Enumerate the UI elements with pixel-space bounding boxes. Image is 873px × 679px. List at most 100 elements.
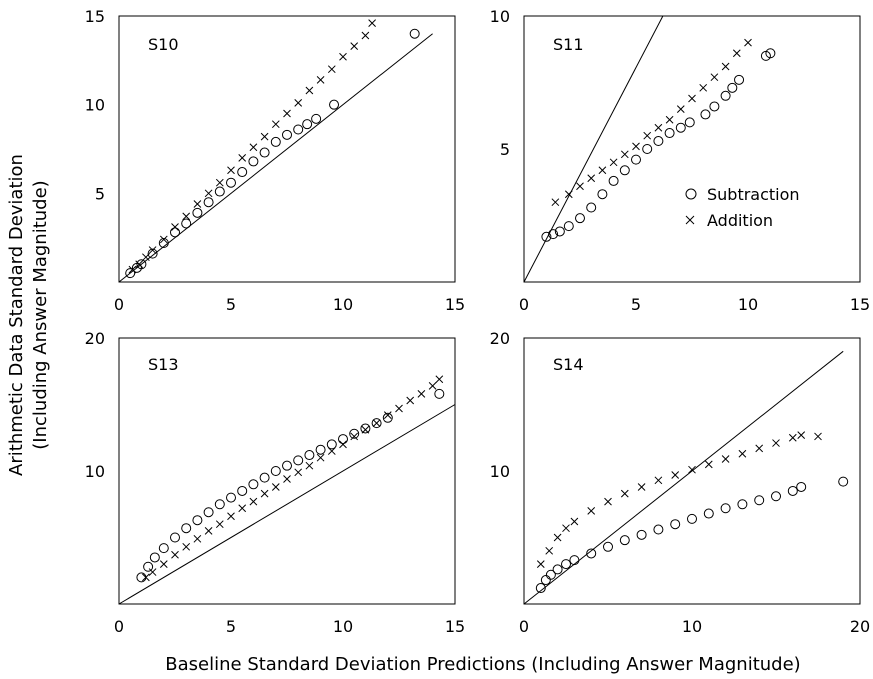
x-tick-label: 0 xyxy=(114,617,124,636)
data-point-circle xyxy=(709,101,720,112)
data-point-circle xyxy=(552,564,563,575)
data-point-cross xyxy=(215,520,224,529)
data-point-cross xyxy=(814,432,822,441)
data-point-circle xyxy=(170,532,180,543)
data-point-cross xyxy=(721,62,730,71)
data-point-cross xyxy=(598,166,607,175)
data-point-circle xyxy=(700,109,711,120)
data-point-circle xyxy=(575,213,585,224)
data-point-cross xyxy=(564,190,573,199)
data-point-circle xyxy=(360,423,371,434)
data-point-cross xyxy=(620,150,629,159)
data-point-circle xyxy=(311,113,322,124)
data-point-cross xyxy=(327,447,336,455)
data-point-cross xyxy=(609,158,618,167)
plot-frame xyxy=(118,15,456,283)
data-point-cross xyxy=(632,142,640,151)
data-point-cross xyxy=(788,433,797,442)
data-point-cross xyxy=(271,483,280,491)
data-point-circle xyxy=(282,460,292,471)
data-point-circle xyxy=(720,90,731,101)
data-point-cross xyxy=(148,246,157,254)
data-point-cross xyxy=(350,432,359,441)
data-point-circle xyxy=(540,575,551,586)
data-point-cross xyxy=(350,42,359,51)
data-point-circle xyxy=(226,177,236,188)
data-point-circle xyxy=(569,555,580,566)
data-point-cross xyxy=(710,73,719,82)
data-point-circle xyxy=(248,479,259,490)
data-point-cross xyxy=(260,489,269,498)
data-point-cross xyxy=(772,439,780,447)
y-tick-label: 5 xyxy=(95,184,105,203)
data-point-cross xyxy=(135,260,144,269)
data-point-cross xyxy=(171,223,179,231)
data-point-circle xyxy=(326,439,337,450)
data-point-cross xyxy=(435,375,444,384)
data-point-cross xyxy=(417,390,426,398)
data-point-circle xyxy=(293,455,304,466)
data-point-cross xyxy=(732,49,741,58)
data-point-cross xyxy=(562,524,570,533)
s11-series-subtraction xyxy=(541,48,776,242)
data-point-cross xyxy=(227,512,235,521)
data-point-circle xyxy=(619,165,630,176)
data-point-cross xyxy=(688,465,696,474)
data-point-circle xyxy=(259,147,270,158)
data-point-circle xyxy=(181,523,192,534)
s11-series-addition xyxy=(551,38,752,207)
x-tick-label: 20 xyxy=(850,617,870,636)
data-point-circle xyxy=(302,119,313,130)
data-point-circle xyxy=(687,513,697,524)
x-axis-title: Baseline Standard Deviation Predictions … xyxy=(165,654,800,675)
data-point-circle xyxy=(684,117,695,128)
s10-series-addition xyxy=(128,19,376,274)
data-point-circle xyxy=(734,74,745,85)
y-tick-label: 10 xyxy=(85,462,105,481)
data-point-cross xyxy=(738,449,747,458)
data-point-cross xyxy=(294,468,303,477)
data-point-circle xyxy=(597,189,608,200)
data-point-circle xyxy=(409,28,420,39)
y-axis-title-line2: (Including Answer Magnitude) xyxy=(30,180,51,449)
x-tick-label: 15 xyxy=(445,617,465,636)
data-point-circle xyxy=(603,541,613,552)
data-point-cross xyxy=(305,461,314,470)
data-point-cross xyxy=(665,115,674,124)
data-point-circle xyxy=(608,175,619,186)
x-tick-label: 0 xyxy=(519,617,529,636)
data-point-circle xyxy=(136,572,147,583)
data-point-circle xyxy=(434,388,445,399)
data-point-cross xyxy=(142,573,150,582)
y-axis-title-line1: Arithmetic Data Standard Deviation xyxy=(6,154,27,476)
data-point-circle xyxy=(545,569,556,580)
s13-series-subtraction xyxy=(136,388,445,583)
data-point-circle xyxy=(203,507,214,518)
data-point-cross xyxy=(676,105,685,113)
plot-frame xyxy=(523,15,861,283)
data-point-circle xyxy=(158,543,169,554)
data-point-circle xyxy=(771,491,781,502)
data-point-cross xyxy=(316,75,325,84)
data-point-circle xyxy=(192,207,203,218)
data-point-circle xyxy=(315,444,326,455)
x-tick-label: 10 xyxy=(682,617,702,636)
data-point-cross xyxy=(654,476,663,485)
data-point-circle xyxy=(653,136,664,147)
data-point-circle xyxy=(586,202,597,213)
data-point-circle xyxy=(563,221,574,232)
y-tick-label: 20 xyxy=(85,329,105,348)
data-point-cross xyxy=(215,178,224,187)
data-point-circle xyxy=(125,268,136,279)
data-point-circle xyxy=(214,186,225,197)
data-point-circle xyxy=(653,524,664,535)
data-point-circle xyxy=(226,492,236,503)
data-point-cross xyxy=(570,517,579,526)
legend-marker-cross xyxy=(685,215,695,225)
data-point-cross xyxy=(193,200,202,208)
y-tick-label: 5 xyxy=(500,140,510,159)
data-point-circle xyxy=(765,48,776,59)
data-point-circle xyxy=(304,450,315,461)
data-point-circle xyxy=(203,197,214,208)
data-point-circle xyxy=(214,499,225,510)
